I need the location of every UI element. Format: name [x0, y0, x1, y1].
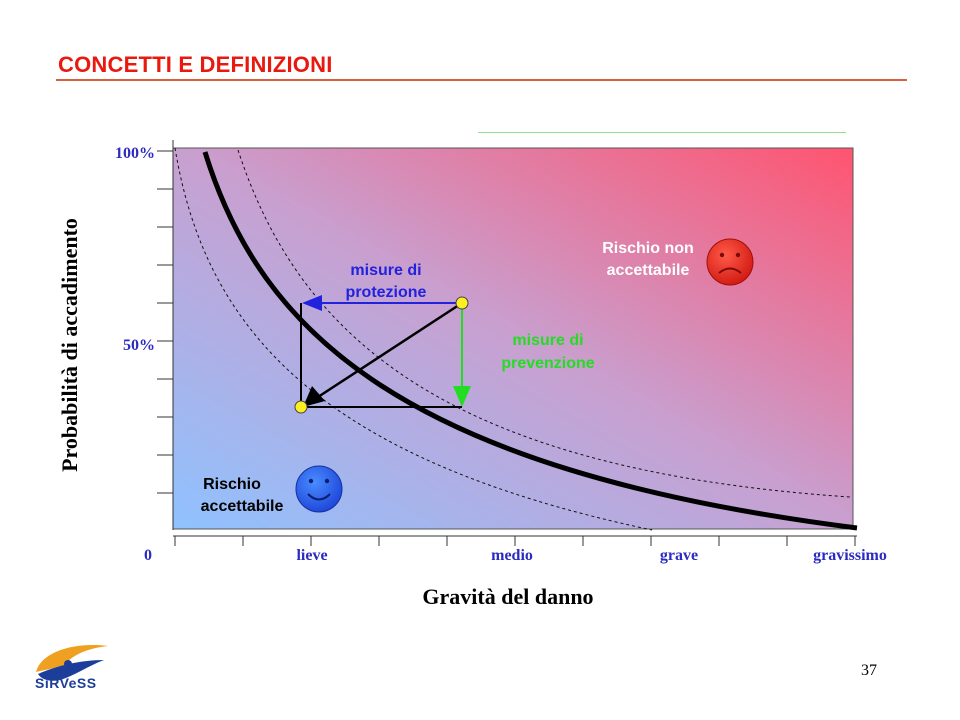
y-tick-label-50: 50%: [123, 337, 155, 354]
upper-dashed-curve: [237, 149, 851, 498]
x-category-medio: medio: [491, 547, 533, 564]
logo-text: SiRVeSS: [35, 675, 97, 691]
plot-area: [172, 147, 854, 530]
prevention-label-2: prevenzione: [501, 355, 594, 372]
x-category-gravissimo: gravissimo: [813, 547, 887, 564]
combined-arrowhead: [303, 386, 325, 407]
y-axis-title: Probabilità di accadimento: [57, 218, 82, 472]
x-axis-title: Gravità del danno: [422, 584, 593, 609]
decorative-green-line: [478, 132, 846, 133]
sirvess-logo-icon: [36, 645, 108, 681]
unacceptable-label-2: accettabile: [607, 262, 690, 279]
x-origin-label: 0: [144, 547, 152, 564]
initial-risk-point: [455, 296, 469, 310]
protection-arrowhead: [302, 295, 322, 311]
protection-label-2: protezione: [346, 284, 427, 301]
combined-reduction-arrow: [317, 301, 463, 399]
prevention-arrowhead: [453, 386, 471, 407]
protection-label-1: misure di: [350, 262, 421, 279]
acceptable-label-1: Rischio: [203, 476, 261, 493]
reduced-risk-point: [294, 400, 308, 414]
sad-face-icon: [706, 238, 754, 286]
x-category-lieve: lieve: [296, 547, 327, 564]
y-axis-ticks: [157, 150, 173, 494]
happy-face-icon: [295, 465, 343, 513]
slide-title: CONCETTI E DEFINIZIONI: [58, 52, 333, 77]
x-axis-ticks: [174, 536, 856, 546]
prevention-label-1: misure di: [512, 332, 583, 349]
y-tick-label-100: 100%: [115, 145, 155, 162]
x-category-grave: grave: [660, 547, 698, 564]
risk-threshold-curve: [202, 151, 858, 531]
unacceptable-label-1: Rischio non: [602, 240, 694, 257]
acceptable-label-2: accettabile: [201, 498, 284, 515]
page-number: 37: [861, 662, 877, 679]
title-underline: [56, 79, 907, 81]
